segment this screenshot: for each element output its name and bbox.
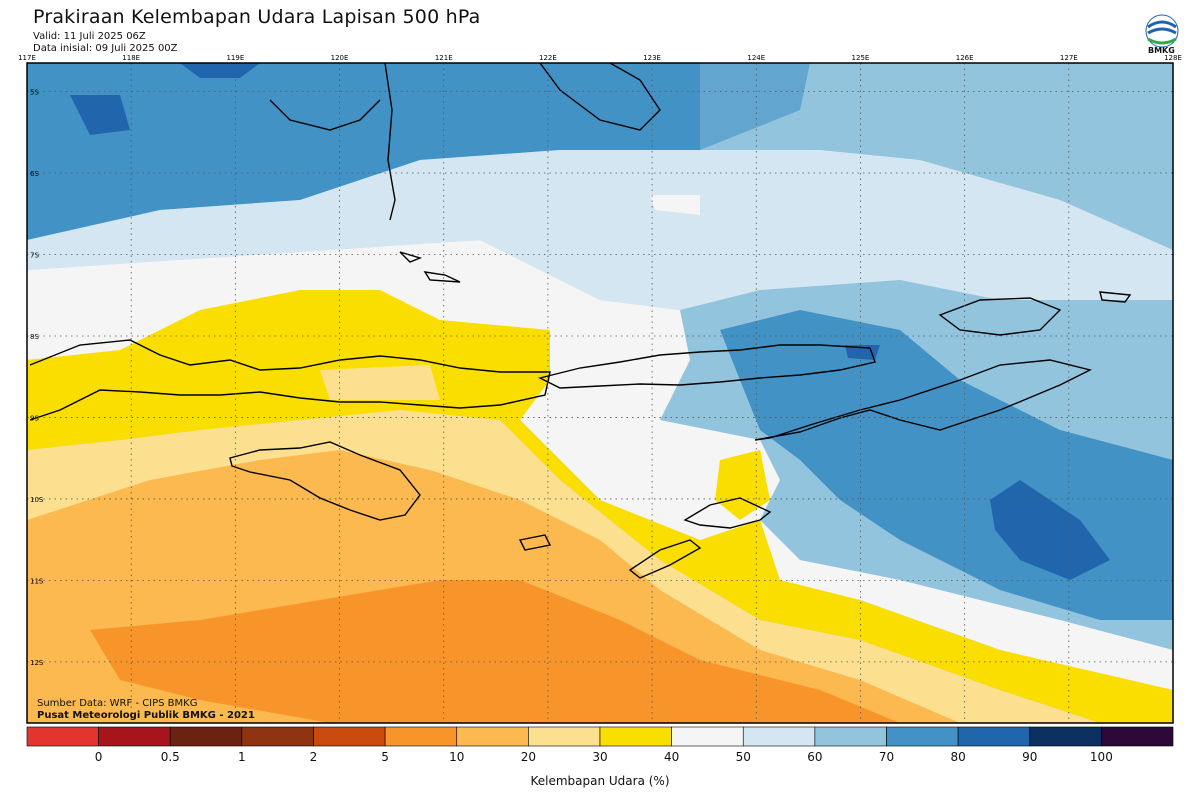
longitude-labels: 117E 118E 119E 120E 121E 122E 123E 124E 125E 126E… — [18, 54, 1182, 62]
lat-label: 7S — [30, 251, 39, 259]
lon-label: 127E — [1060, 54, 1078, 62]
lon-label: 121E — [435, 54, 453, 62]
legend-swatch — [241, 726, 314, 747]
lon-label: 120E — [331, 54, 349, 62]
graticule — [27, 63, 1173, 723]
legend-tick-label: 1 — [238, 750, 246, 764]
lat-label: 6S — [30, 170, 39, 178]
legend-swatch — [313, 726, 386, 747]
legend-tick-label: 100 — [1089, 750, 1113, 764]
bmkg-logo-icon — [1145, 14, 1179, 48]
legend-swatch — [456, 726, 529, 747]
lon-label: 125E — [852, 54, 870, 62]
lat-label: 10S — [30, 496, 44, 504]
legend-swatch — [384, 726, 458, 747]
legend-swatch — [1101, 726, 1174, 747]
valid-time: Valid: 11 Juli 2025 06Z — [33, 31, 146, 42]
legend-tick-label: 60 — [807, 750, 823, 764]
legend-tick-label: 70 — [878, 750, 895, 764]
legend-tick-label: 2 — [309, 750, 318, 764]
lon-label: 123E — [643, 54, 661, 62]
legend-swatch — [957, 726, 1031, 747]
lon-label: 122E — [539, 54, 557, 62]
lon-label: 119E — [226, 54, 244, 62]
legend-swatch — [169, 726, 243, 747]
init-time: Data inisial: 09 Juli 2025 00Z — [33, 43, 178, 54]
legend-swatch — [814, 726, 887, 747]
legend-tick-label: 0 — [94, 750, 103, 764]
lon-label: 128E — [1164, 54, 1182, 62]
legend-swatch — [26, 726, 99, 747]
lon-label: 117E — [18, 54, 36, 62]
lon-label: 118E — [122, 54, 140, 62]
credit-text: Pusat Meteorologi Publik BMKG - 2021 — [37, 710, 255, 721]
legend-swatch — [886, 726, 959, 747]
lon-label: 126E — [956, 54, 974, 62]
legend-swatch — [599, 726, 672, 747]
legend-swatch — [742, 726, 816, 747]
lat-label: 5S — [30, 89, 39, 97]
legend-swatch — [528, 726, 601, 747]
humidity-field — [27, 63, 1173, 723]
lat-label: 12S — [30, 659, 44, 667]
legend-tick-label: 5 — [381, 750, 389, 764]
legend-tick-label: 80 — [950, 750, 966, 764]
source-text: Sumber Data: WRF - CIPS BMKG — [37, 698, 198, 709]
lon-label: 124E — [747, 54, 765, 62]
lat-label: 9S — [30, 414, 39, 422]
legend-colorbar — [26, 726, 1174, 747]
legend-tick-label: 30 — [592, 750, 608, 764]
latitude-labels: 5S 6S 7S 8S 9S 10S 11S 12S — [30, 89, 44, 667]
legend-tick-label: 40 — [663, 750, 680, 764]
legend-tick-label: 0.5 — [160, 750, 180, 764]
legend-tick-label: 90 — [1022, 750, 1038, 764]
legend-swatch — [671, 726, 744, 747]
logo-text: BMKG — [1148, 46, 1175, 55]
legend-tick-label: 20 — [520, 750, 537, 764]
legend-title: Kelembapan Udara (%) — [530, 774, 670, 788]
map-frame — [26, 62, 1174, 724]
map-title: Prakiraan Kelembapan Udara Lapisan 500 h… — [33, 6, 481, 28]
legend-swatch — [98, 726, 171, 747]
legend-tick-label: 50 — [735, 750, 751, 764]
coastlines — [29, 63, 1132, 579]
legend-swatch — [1029, 726, 1102, 747]
legend-tick-label: 10 — [449, 750, 465, 764]
lat-label: 11S — [30, 577, 44, 585]
lat-label: 8S — [30, 333, 39, 341]
